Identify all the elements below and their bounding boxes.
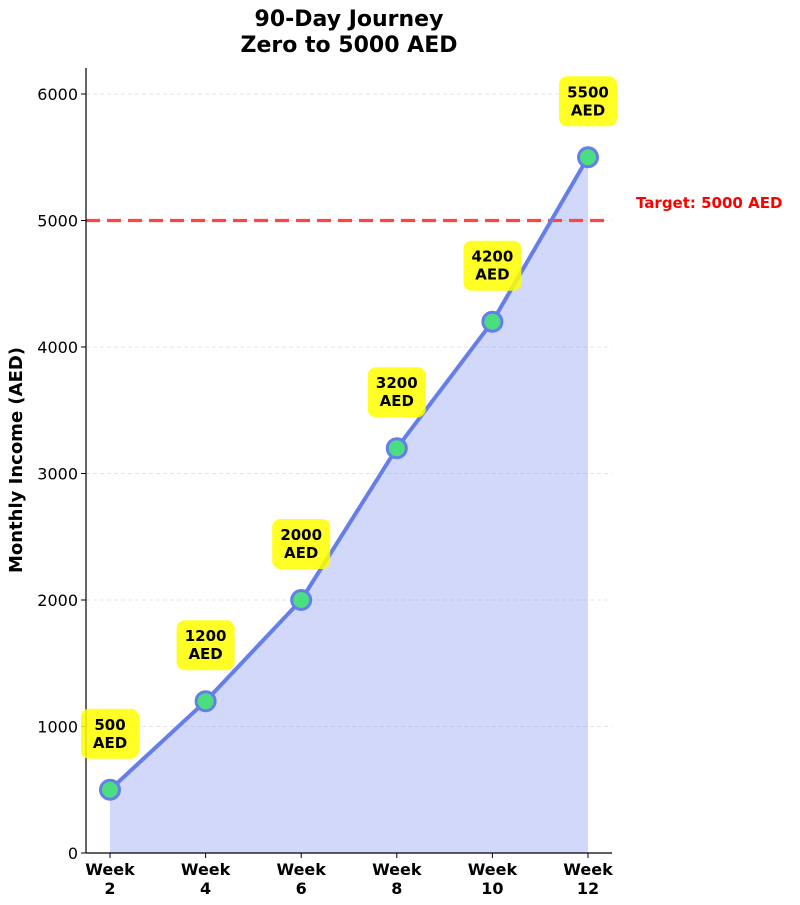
data-point-marker	[385, 437, 408, 460]
data-annotations: 500AED1200AED2000AED3200AED4200AED5500AE…	[81, 76, 617, 759]
y-tick-label: 0	[68, 844, 78, 863]
area-fill	[110, 157, 588, 853]
annotation-bg	[176, 620, 235, 671]
x-tick-label: 10	[481, 879, 503, 898]
x-tick-label: 8	[391, 879, 402, 898]
annotation-text: 1200	[185, 627, 227, 645]
annotation-text: 5500	[567, 83, 609, 101]
x-tick-label: Week	[276, 860, 326, 879]
annotation-text: 4200	[472, 248, 514, 266]
annotation-text: AED	[284, 544, 318, 562]
annotation-bg	[81, 708, 139, 759]
data-point-marker	[577, 146, 599, 169]
data-point-marker	[194, 690, 217, 713]
y-tick-label: 6000	[37, 85, 78, 104]
y-tick-label: 4000	[37, 338, 78, 357]
x-tick-label: Week	[372, 860, 422, 879]
y-axis-ticks: 0 1000 2000 3000 4000 5000 6000	[37, 85, 86, 863]
annotation-bg	[559, 76, 617, 127]
data-markers	[99, 146, 599, 801]
annotation-text: 3200	[376, 374, 418, 392]
annotation-text: 500	[94, 716, 125, 734]
data-point-marker	[99, 778, 121, 801]
annotation-text: AED	[380, 392, 414, 410]
area-fill-path	[110, 157, 588, 853]
y-tick-label: 3000	[37, 465, 78, 484]
target-label: Target: 5000 AED	[636, 194, 782, 212]
annotation-text: AED	[93, 734, 127, 752]
x-tick-label: Week	[181, 860, 231, 879]
x-tick-label: Week	[85, 860, 135, 879]
data-point-marker	[481, 310, 504, 333]
annotation-text: AED	[571, 101, 605, 119]
chart-title-line: Zero to 5000 AED	[241, 33, 458, 58]
annotation-text: 2000	[280, 526, 322, 544]
y-axis-label-text: Monthly Income (AED)	[6, 347, 27, 573]
target-line: Target: 5000 AED	[86, 194, 782, 223]
x-tick-label: 12	[577, 879, 599, 898]
x-tick-label: Week	[468, 860, 518, 879]
y-tick-label: 5000	[37, 212, 78, 231]
x-tick-label: 4	[200, 879, 211, 898]
data-line	[108, 156, 590, 792]
chart-title-line: 90-Day Journey	[255, 7, 444, 32]
annotation-bg	[272, 519, 331, 569]
data-line-path	[108, 156, 590, 792]
y-axis-label: Monthly Income (AED)	[6, 347, 27, 573]
x-tick-label: Week	[563, 860, 613, 879]
data-point-marker	[290, 589, 313, 611]
x-tick-label: 6	[296, 879, 307, 898]
y-tick-label: 2000	[37, 591, 78, 610]
y-tick-label: 1000	[37, 718, 78, 737]
annotation-bg	[367, 367, 426, 418]
annotation-text: AED	[475, 266, 509, 284]
annotation-bg	[463, 240, 522, 291]
x-tick-label: 2	[104, 879, 115, 898]
annotation-text: AED	[188, 645, 222, 663]
